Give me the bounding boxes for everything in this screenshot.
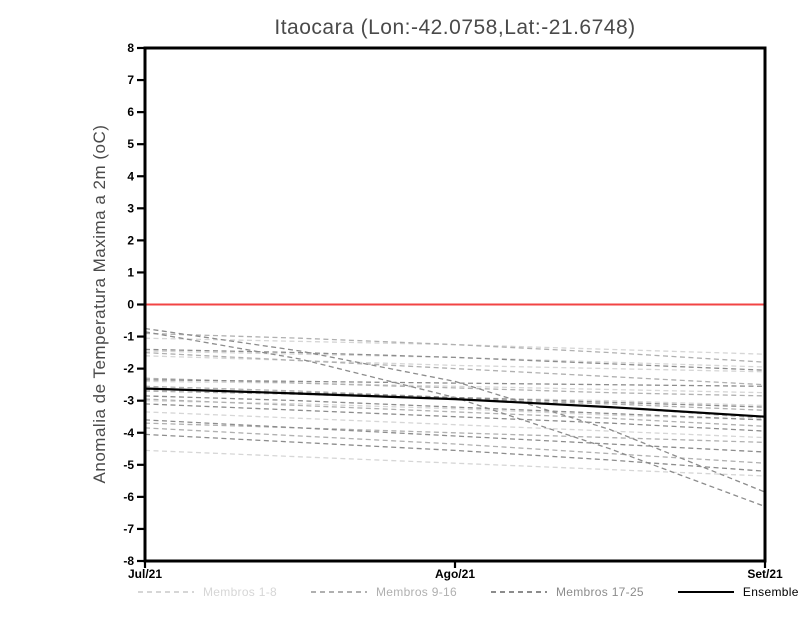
ensemble-mean-line <box>144 387 766 418</box>
y-axis-tick-label: 1 <box>127 265 134 279</box>
member-line <box>144 419 766 453</box>
member-line <box>144 327 766 493</box>
chart-title: Itaocara (Lon:-42.0758,Lat:-21.6748) <box>274 16 636 39</box>
member-line <box>144 379 766 387</box>
member-line <box>144 395 766 421</box>
y-axis-tick-label: -7 <box>123 522 134 536</box>
y-axis-tick-label: 6 <box>127 105 134 119</box>
legend-entry-membros-17-25: Membros 17-25 <box>490 585 644 599</box>
y-axis-tick-label: 5 <box>127 137 134 151</box>
legend-label: Membros 1-8 <box>203 585 277 599</box>
dashed-line-sample <box>311 591 367 593</box>
legend-label: Ensemble Mean <box>742 585 800 599</box>
x-axis-tick-label: Jul/21 <box>128 567 162 581</box>
y-axis-tick-label: 3 <box>127 201 134 215</box>
x-axis-tick-label: Set/21 <box>747 567 783 581</box>
member-line <box>144 355 766 373</box>
y-axis-tick-label: 4 <box>127 169 134 183</box>
member-line <box>144 411 766 439</box>
y-axis-tick-label: 2 <box>127 233 134 247</box>
y-axis-tick-label: -3 <box>123 394 134 408</box>
y-axis-tick-label: -8 <box>123 554 134 568</box>
member-line <box>144 422 766 444</box>
y-axis-tick-label: 8 <box>127 41 134 55</box>
member-line <box>144 427 766 464</box>
y-axis-tick-label: -2 <box>123 362 134 376</box>
x-axis-tick-label: Ago/21 <box>435 567 475 581</box>
member-line <box>144 348 766 371</box>
member-line <box>144 377 766 397</box>
member-line <box>144 433 766 472</box>
legend: Membros 1-8 Membros 9-16 Membros 17-25 E… <box>138 585 800 599</box>
y-axis-tick-label: 0 <box>127 298 134 312</box>
member-line <box>144 403 766 432</box>
y-axis-tick-label: 7 <box>127 73 134 87</box>
legend-entry-membros-9-16: Membros 9-16 <box>311 585 457 599</box>
legend-entry-membros-1-8: Membros 1-8 <box>138 585 277 599</box>
member-line <box>144 398 766 427</box>
dashed-line-sample <box>490 591 547 593</box>
member-line <box>144 332 766 363</box>
solid-line-sample <box>677 591 734 593</box>
member-line <box>144 350 766 368</box>
y-axis-tick-label: -1 <box>123 330 134 344</box>
member-line <box>144 337 766 355</box>
member-line <box>144 380 766 394</box>
dashed-line-sample <box>138 591 194 593</box>
y-axis-tick-label: -4 <box>123 426 134 440</box>
member-line <box>144 449 766 477</box>
legend-label: Membros 9-16 <box>376 585 457 599</box>
legend-label: Membros 17-25 <box>555 585 644 599</box>
y-axis-tick-label: -5 <box>123 458 134 472</box>
legend-entry-ensemble-mean: Ensemble Mean <box>677 585 800 599</box>
y-axis-tick-label: -6 <box>123 490 134 504</box>
member-line <box>144 351 766 386</box>
